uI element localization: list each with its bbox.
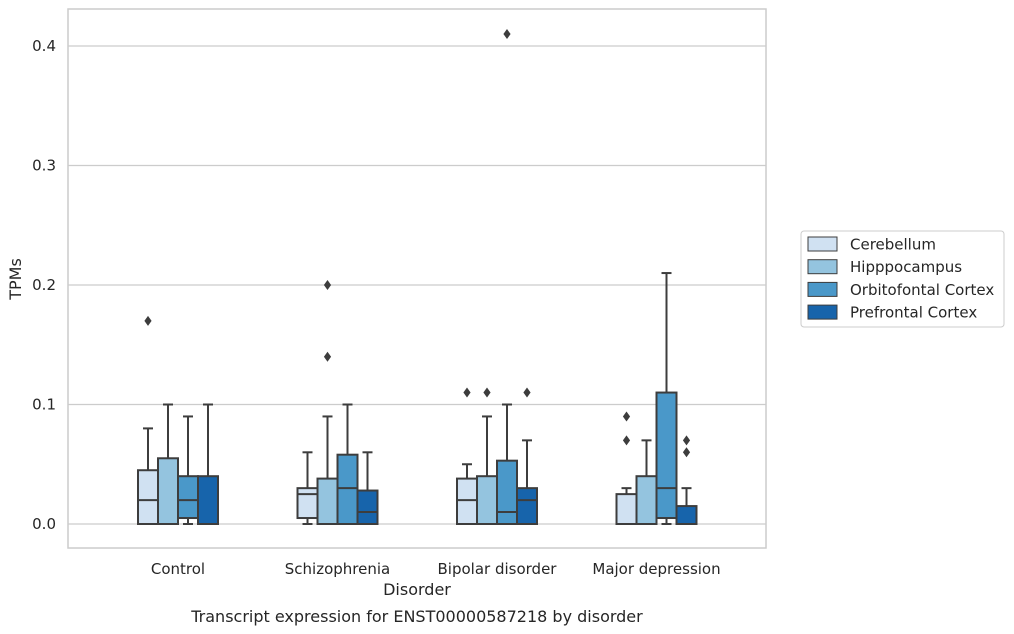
box-group: [197, 403, 219, 526]
box-body: [496, 459, 518, 526]
box-body: [655, 391, 678, 520]
outlier-marker: [323, 351, 332, 362]
box-body: [516, 487, 538, 525]
outlier-marker: [483, 387, 491, 398]
outlier-marker: [463, 387, 471, 398]
outlier-marker: [682, 435, 691, 446]
box-body: [635, 475, 658, 526]
box-group: [356, 451, 379, 526]
box-body: [157, 457, 179, 525]
outlier-marker: [144, 315, 152, 326]
y-axis: 0.0 0.1 0.2 0.3 0.4: [32, 37, 56, 533]
box-body: [476, 475, 498, 526]
box-group: [336, 403, 359, 525]
legend-label: Orbitofontal Cortex: [850, 281, 994, 299]
outlier-marker: [523, 387, 531, 398]
y-tick-label: 0.2: [32, 276, 56, 294]
y-tick-label: 0.3: [32, 157, 56, 175]
box-body: [356, 489, 379, 526]
outlier-marker: [682, 447, 691, 458]
box-body: [615, 493, 638, 525]
box-group: [655, 272, 678, 525]
plot-frame: [67, 8, 767, 549]
x-tick-label: Control: [151, 560, 205, 578]
y-tick-label: 0.4: [32, 37, 56, 55]
legend-swatch: [807, 236, 838, 252]
x-axis-label: Disorder: [383, 580, 451, 599]
box-body: [336, 453, 359, 525]
outlier-marker: [622, 411, 631, 422]
box-body: [456, 477, 478, 525]
box-group: [675, 435, 698, 526]
box-body: [177, 475, 199, 520]
box-group: [516, 387, 538, 525]
x-tick-label: Major depression: [592, 560, 720, 578]
box-group: [456, 387, 478, 525]
legend-label: Cerebellum: [850, 236, 936, 254]
outlier-marker: [323, 280, 332, 290]
y-tick-label: 0.0: [32, 515, 56, 533]
box-body: [675, 505, 698, 526]
x-tick-label: Bipolar disorder: [438, 560, 558, 578]
box-plot-series: [137, 29, 698, 526]
y-axis-label: TPMs: [6, 258, 25, 301]
chart-title: Transcript expression for ENST0000058721…: [190, 607, 643, 626]
box-body: [316, 477, 339, 525]
legend-swatch: [807, 304, 838, 320]
legend-swatch: [807, 281, 838, 297]
box-group: [177, 415, 199, 525]
x-axis: Control Schizophrenia Bipolar disorder Majo…: [151, 560, 721, 578]
legend-label: Prefrontal Cortex: [850, 304, 977, 322]
y-tick-label: 0.1: [32, 396, 56, 414]
legend: Cerebellum Hipppocampus Orbitofontal Corte…: [800, 230, 1005, 328]
outlier-marker: [622, 435, 631, 446]
x-tick-label: Schizophrenia: [285, 560, 390, 578]
box-body: [296, 487, 319, 520]
box-body: [137, 469, 159, 526]
outlier-marker: [503, 29, 511, 40]
box-body: [197, 475, 219, 526]
legend-label: Hipppocampus: [850, 258, 962, 276]
legend-swatch: [807, 259, 838, 275]
plot-area: [68, 9, 766, 548]
box-group: [316, 280, 339, 525]
legend-frame: [800, 230, 1005, 328]
